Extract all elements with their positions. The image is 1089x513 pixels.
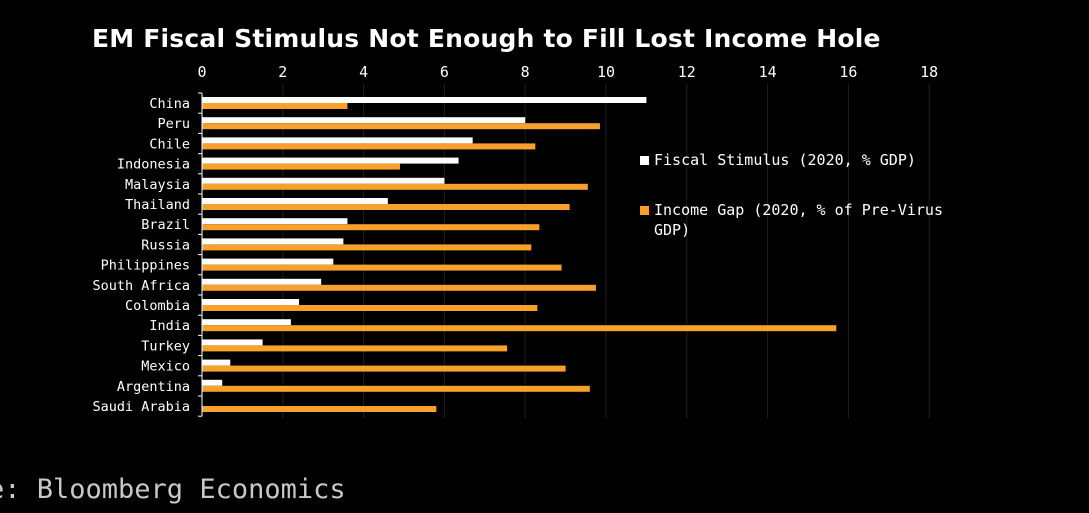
bar-fiscal-russia bbox=[202, 238, 344, 245]
category-label: Turkey bbox=[141, 338, 190, 354]
category-label: India bbox=[149, 318, 190, 334]
category-label: Argentina bbox=[117, 379, 190, 395]
category-label: Peru bbox=[157, 116, 190, 132]
chart-title: EM Fiscal Stimulus Not Enough to Fill Lo… bbox=[92, 24, 881, 53]
category-label: China bbox=[149, 96, 190, 112]
bar-fiscal-peru bbox=[202, 117, 526, 124]
bar-income-philippines bbox=[202, 264, 562, 271]
category-label: Chile bbox=[149, 136, 190, 152]
x-tick-label: 14 bbox=[759, 63, 777, 81]
bar-fiscal-chile bbox=[202, 137, 473, 144]
legend: Fiscal Stimulus (2020, % GDP) Income Gap… bbox=[640, 150, 970, 270]
x-tick-label: 4 bbox=[359, 63, 368, 81]
x-tick-label: 6 bbox=[440, 63, 449, 81]
category-label: Philippines bbox=[101, 258, 190, 274]
x-tick-label: 8 bbox=[521, 63, 530, 81]
bar-income-peru bbox=[202, 123, 600, 130]
y-axis bbox=[198, 92, 203, 417]
category-label: Thailand bbox=[125, 197, 190, 213]
bar-income-brazil bbox=[202, 224, 540, 231]
bar-income-china bbox=[202, 103, 348, 109]
bar-income-malaysia bbox=[202, 183, 588, 190]
x-tick-label: 12 bbox=[678, 63, 696, 81]
bar-fiscal-philippines bbox=[202, 258, 334, 265]
category-label: Colombia bbox=[125, 298, 190, 314]
bar-fiscal-china bbox=[202, 97, 647, 103]
bar-fiscal-argentina bbox=[202, 379, 223, 386]
bars bbox=[202, 97, 837, 412]
legend-entry-income: Income Gap (2020, % of Pre-Virus GDP) bbox=[640, 200, 970, 240]
bar-fiscal-malaysia bbox=[202, 177, 445, 184]
x-tick-label: 18 bbox=[920, 63, 938, 81]
category-label: Russia bbox=[141, 237, 190, 253]
bar-fiscal-brazil bbox=[202, 218, 348, 225]
category-label: Mexico bbox=[141, 359, 190, 375]
legend-swatch-income bbox=[640, 206, 649, 215]
source-note: e: Bloomberg Economics bbox=[0, 474, 346, 505]
category-label: South Africa bbox=[92, 278, 190, 294]
bar-income-thailand bbox=[202, 204, 570, 210]
category-label: Brazil bbox=[141, 217, 190, 233]
bar-income-turkey bbox=[202, 345, 508, 352]
category-label: Saudi Arabia bbox=[92, 399, 190, 415]
legend-label-income: Income Gap (2020, % of Pre-Virus GDP) bbox=[654, 201, 943, 239]
bar-income-south-africa bbox=[202, 284, 596, 291]
legend-entry-fiscal: Fiscal Stimulus (2020, % GDP) bbox=[640, 150, 970, 170]
bar-income-indonesia bbox=[202, 163, 400, 170]
bar-fiscal-turkey bbox=[202, 339, 263, 346]
bar-income-saudi-arabia bbox=[202, 406, 437, 412]
bar-fiscal-indonesia bbox=[202, 157, 459, 164]
category-labels: China Peru Chile Indonesia Malaysia Thailand B… bbox=[92, 96, 190, 415]
bar-fiscal-south-africa bbox=[202, 278, 322, 285]
category-label: Indonesia bbox=[117, 157, 190, 173]
legend-swatch-fiscal bbox=[640, 156, 649, 165]
legend-label-fiscal: Fiscal Stimulus (2020, % GDP) bbox=[654, 151, 916, 169]
x-tick-label: 16 bbox=[839, 63, 857, 81]
bar-fiscal-mexico bbox=[202, 359, 231, 366]
bar-income-chile bbox=[202, 143, 536, 150]
bar-fiscal-colombia bbox=[202, 299, 299, 305]
category-label: Malaysia bbox=[125, 177, 190, 193]
x-tick-label: 2 bbox=[278, 63, 287, 81]
x-tick-label: 0 bbox=[197, 63, 206, 81]
bar-income-mexico bbox=[202, 365, 566, 372]
x-tick-label: 10 bbox=[597, 63, 615, 81]
bar-fiscal-india bbox=[202, 319, 291, 326]
bar-income-russia bbox=[202, 244, 532, 251]
bar-income-colombia bbox=[202, 305, 538, 311]
bar-income-india bbox=[202, 325, 837, 332]
x-axis-ticks: 0 2 4 6 8 10 12 14 16 18 bbox=[197, 63, 938, 81]
bar-fiscal-thailand bbox=[202, 198, 388, 204]
bar-income-argentina bbox=[202, 385, 590, 392]
